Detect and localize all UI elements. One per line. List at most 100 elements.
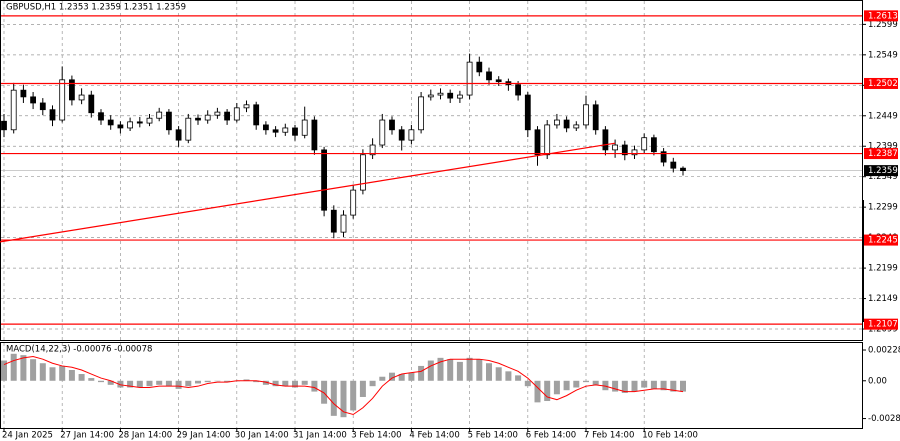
y-tick-label: 0.00: [868, 376, 887, 386]
candle-body: [1, 120, 7, 131]
x-tick-label: 5 Feb 14:00: [468, 431, 518, 441]
x-tick-label: 29 Jan 14:00: [177, 431, 231, 441]
candle-body: [330, 209, 337, 233]
macd-bar: [563, 380, 570, 391]
candle-body: [117, 124, 124, 129]
candle-body: [311, 119, 318, 151]
candle-body: [224, 111, 231, 121]
macd-bar: [20, 355, 27, 381]
y-tick-label: 1.2299: [868, 203, 898, 213]
level-label-box: [864, 148, 898, 160]
x-tick-label: 30 Jan 14:00: [235, 431, 289, 441]
trend-line: [0, 142, 616, 243]
macd-bar: [214, 380, 221, 382]
macd-bar: [330, 380, 337, 416]
macd-bar: [573, 380, 580, 388]
macd-bar: [156, 380, 163, 385]
x-tick-label: 6 Feb 14:00: [526, 431, 576, 441]
macd-bar: [437, 357, 444, 381]
macd-bar: [117, 380, 124, 388]
candle-body: [641, 137, 648, 151]
y-tick-label: 1.2399: [868, 142, 898, 152]
candle-body: [78, 94, 85, 101]
candle-body: [165, 111, 172, 131]
macd-bar: [253, 380, 260, 383]
candle-body: [59, 79, 66, 121]
macd-bar: [292, 380, 298, 388]
candle-body: [427, 94, 434, 98]
macd-bar: [466, 357, 473, 381]
candle-body: [651, 137, 657, 153]
candle-body: [660, 151, 667, 163]
y-tick-label: 1.2149: [868, 294, 898, 304]
candle-body: [272, 129, 279, 133]
level-label-box: [864, 77, 898, 89]
candle-body: [495, 79, 502, 83]
candle-body: [195, 117, 201, 121]
x-tick-label: 28 Jan 14:00: [118, 431, 172, 441]
macd-bar: [185, 380, 192, 387]
macd-bar: [127, 380, 134, 388]
candle-body: [515, 84, 521, 96]
candle-body: [243, 104, 250, 109]
candle-body: [379, 119, 386, 146]
macd-bar: [107, 380, 114, 385]
candle-body: [398, 129, 405, 141]
macd-bar: [272, 380, 279, 387]
candle-body: [680, 167, 686, 172]
macd-bar: [146, 380, 153, 387]
macd-bar: [534, 380, 541, 403]
candle-body: [621, 144, 628, 156]
candle-body: [185, 117, 192, 141]
macd-bar: [641, 380, 648, 388]
candle-body: [476, 61, 483, 73]
candle-body: [389, 119, 395, 131]
candle-body: [233, 107, 240, 121]
candle-body: [534, 129, 541, 156]
candle-body: [592, 104, 599, 131]
candle-body: [204, 114, 211, 121]
last-price-box: [864, 165, 898, 177]
chart-title: GBPUSD,H1 1.2353 1.2359 1.2351 1.2359: [6, 3, 186, 13]
candle-body: [282, 127, 289, 133]
candle-body: [156, 111, 163, 119]
macd-bar: [175, 380, 182, 389]
level-label: 1.2107: [868, 320, 898, 330]
macd-bar: [195, 380, 201, 384]
macd-bar: [427, 360, 434, 381]
candle-body: [602, 129, 609, 151]
candle-body: [253, 104, 260, 126]
level-label: 1.2387: [868, 149, 898, 159]
candle-body: [88, 94, 95, 114]
macd-bar: [311, 380, 318, 392]
candle-body: [408, 129, 415, 141]
macd-bar: [389, 372, 395, 381]
macd-panel: [0, 342, 863, 429]
macd-bar: [282, 380, 289, 387]
macd-bar: [68, 369, 75, 381]
level-label-box: [864, 10, 898, 22]
macd-bar: [301, 380, 308, 385]
y-tick-label: 1.2599: [868, 20, 898, 30]
macd-bar: [369, 380, 376, 387]
macd-bar: [456, 361, 463, 381]
macd-bar: [10, 353, 17, 381]
macd-bar: [350, 380, 357, 411]
candle-body: [563, 119, 570, 129]
macd-bar: [553, 380, 560, 395]
macd-bar: [544, 380, 551, 402]
macd-bar: [505, 371, 512, 381]
candle-body: [39, 102, 46, 111]
macd-bar: [621, 380, 628, 393]
candle-body: [340, 214, 347, 233]
x-tick-label: 31 Jan 14:00: [293, 431, 347, 441]
macd-bar: [379, 376, 386, 381]
signal-line: [3, 355, 684, 416]
macd-bar: [418, 365, 425, 381]
y-tick-label: 1.2549: [868, 50, 898, 60]
macd-bar: [650, 380, 657, 389]
macd-bar: [359, 380, 366, 397]
macd-bar: [165, 380, 172, 387]
macd-bar: [631, 380, 638, 392]
candle-body: [524, 94, 531, 131]
